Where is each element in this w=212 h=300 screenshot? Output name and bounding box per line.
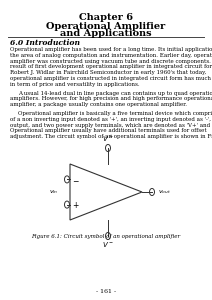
Text: amplifier, a package usually contains one operational amplifier.: amplifier, a package usually contains on… — [10, 102, 187, 107]
Text: of a non inverting input denoted as '+', an inverting input denoted as '-', an: of a non inverting input denoted as '+',… — [10, 117, 212, 122]
Text: Robert J. Widlar in Fairchild Semiconductor in early 1960's that today,: Robert J. Widlar in Fairchild Semiconduc… — [10, 70, 206, 75]
Text: $+$: $+$ — [72, 200, 80, 210]
Text: in term of price and versatility in applications.: in term of price and versatility in appl… — [10, 82, 140, 87]
Text: $V^+$: $V^+$ — [102, 134, 114, 144]
Text: the area of analog computation and instrumentation. Earlier day, operational: the area of analog computation and instr… — [10, 53, 212, 58]
Text: Chapter 6: Chapter 6 — [79, 13, 133, 22]
Text: $v_{in}$: $v_{in}$ — [49, 188, 58, 196]
Text: Operational Amplifier: Operational Amplifier — [46, 22, 166, 31]
Text: - 161 -: - 161 - — [96, 289, 116, 294]
Text: result of first development operational amplifier in integrated circuit form by: result of first development operational … — [10, 64, 212, 69]
Text: amplifier was constructed using vacuum tube and discrete components. As the: amplifier was constructed using vacuum t… — [10, 58, 212, 64]
Text: amplifiers. However, for high precision and high performance operational: amplifiers. However, for high precision … — [10, 96, 212, 101]
Text: Figure 6.1: Circuit symbol of an operational amplifier: Figure 6.1: Circuit symbol of an operati… — [31, 234, 181, 239]
Text: Operational amplifier has been used for a long time. Its initial application was: Operational amplifier has been used for … — [10, 47, 212, 52]
Text: 6.0 Introduction: 6.0 Introduction — [10, 39, 80, 47]
Text: $V^-$: $V^-$ — [102, 240, 114, 249]
Text: Operational amplifier usually have additional terminals used for offset: Operational amplifier usually have addit… — [10, 128, 207, 134]
Text: operational amplifier is constructed in integrated circuit form has much reduce: operational amplifier is constructed in … — [10, 76, 212, 81]
Text: $v_{out}$: $v_{out}$ — [158, 188, 171, 196]
Text: Operational amplifier is basically a five terminal device which comprises: Operational amplifier is basically a fiv… — [18, 111, 212, 116]
Text: output, and two power supply terminals, which are denoted as 'V+' and 'V-'.: output, and two power supply terminals, … — [10, 123, 212, 128]
Text: and Applications: and Applications — [60, 29, 152, 38]
Text: $-$: $-$ — [72, 175, 80, 184]
Text: adjustment. The circuit symbol of an operational amplifier is shown in Fig.6.1.: adjustment. The circuit symbol of an ope… — [10, 134, 212, 139]
Text: A usual 14-lead dual in line package can contains up to quad operational: A usual 14-lead dual in line package can… — [18, 91, 212, 96]
